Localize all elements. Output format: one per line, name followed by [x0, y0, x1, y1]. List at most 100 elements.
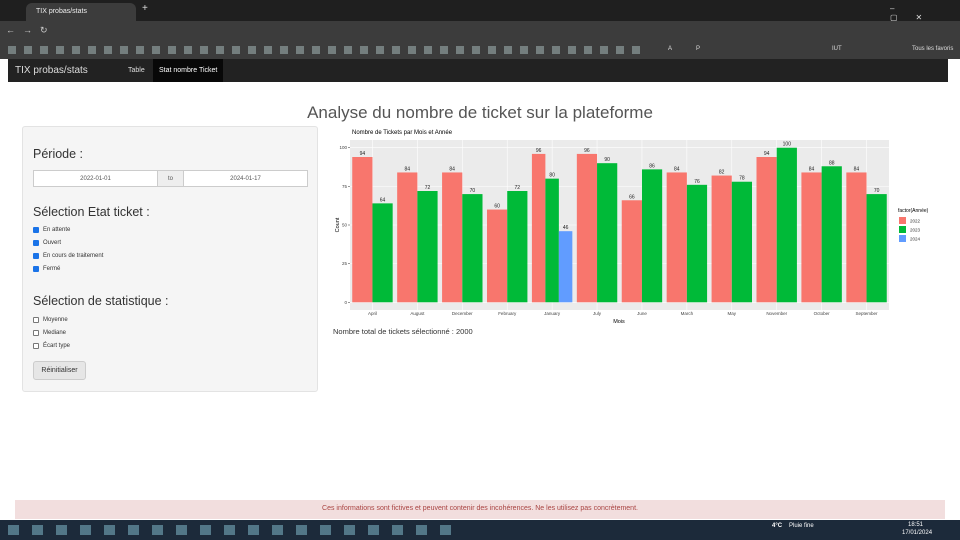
chart-title: Nombre de Tickets par Mois et Année	[352, 130, 453, 136]
label: Sélection de statistique :	[33, 294, 169, 308]
checkbox[interactable]: Mediane	[33, 330, 66, 336]
page-heading: Analyse du nombre de ticket sur la plate…	[307, 103, 653, 122]
x-tick-label: April	[368, 311, 377, 316]
checkbox-box[interactable]	[33, 240, 39, 246]
nav-tab[interactable]: Table	[128, 67, 145, 74]
total-text: Nombre total de tickets sélectionné : 20…	[333, 327, 473, 336]
chart: Nombre de Tickets par Mois et Année Mois…	[335, 130, 929, 325]
bar	[442, 172, 463, 303]
value-label: 84	[449, 166, 455, 172]
checkbox-box[interactable]	[33, 253, 39, 259]
value-label: 84	[674, 166, 680, 172]
value-label: 80	[549, 173, 555, 179]
value-label: 84	[809, 166, 815, 172]
checkbox[interactable]: Fermé	[33, 266, 60, 272]
value-label: 82	[719, 170, 725, 176]
nav-buttons[interactable]: ←→↻	[6, 25, 56, 35]
toolbar: ←→↻ bogaert-tom.shinyapps.io/my_app/	[0, 21, 960, 59]
bar	[545, 178, 559, 303]
value-label: 84	[854, 166, 860, 172]
value-label: 90	[604, 157, 610, 163]
bar	[597, 163, 618, 303]
bar	[641, 169, 663, 303]
taskbar: 4°C Pluie fine 18:51 17/01/2024	[0, 520, 960, 540]
y-tick-label: 0	[344, 300, 347, 305]
checkbox[interactable]: En cours de traitement	[33, 253, 103, 259]
checkbox-box[interactable]	[33, 343, 39, 349]
x-tick-label: May	[728, 311, 737, 316]
reset-button[interactable]: Réinitialiser	[33, 361, 86, 380]
checkbox[interactable]: Moyenne	[33, 317, 68, 323]
legend-title: factor(Année)	[898, 208, 929, 214]
tab-strip: TIX probas/stats + –▢✕	[0, 0, 960, 22]
bar	[711, 175, 732, 303]
checkbox[interactable]: Ouvert	[33, 240, 61, 246]
bar	[666, 172, 687, 303]
window-controls[interactable]: –▢✕	[890, 4, 941, 22]
x-tick-label: January	[544, 311, 561, 316]
bookmark-icons[interactable]	[8, 46, 648, 54]
checkbox-label: Fermé	[43, 266, 61, 272]
value-label: 86	[649, 163, 655, 169]
bar	[397, 172, 418, 303]
checkbox-label: En attente	[43, 227, 71, 233]
checkbox-label: Ouvert	[43, 240, 62, 246]
y-tick-label: 25	[342, 261, 348, 266]
date-input[interactable]: 2022-01-01	[33, 170, 158, 187]
bookmark[interactable]: IUT	[832, 46, 842, 52]
new-tab[interactable]: +	[142, 3, 148, 14]
bar	[621, 200, 642, 303]
x-tick-label: September	[856, 311, 879, 316]
value-label: 70	[874, 188, 880, 194]
legend-label: 2024	[910, 237, 921, 242]
brand[interactable]: TIX probas/stats	[15, 65, 88, 76]
value-label: 96	[584, 148, 590, 154]
value-label: 60	[494, 204, 500, 210]
checkbox-box[interactable]	[33, 330, 39, 336]
bar	[821, 166, 842, 303]
legend-label: 2022	[910, 219, 921, 224]
bar	[756, 157, 777, 303]
x-tick-label: December	[452, 311, 473, 316]
bookmark[interactable]: A	[668, 46, 673, 52]
bar	[372, 203, 393, 303]
date: 17/01/2024	[902, 530, 933, 536]
value-label: 72	[515, 185, 521, 191]
value-label: 84	[404, 166, 410, 172]
legend-label: 2023	[910, 228, 921, 233]
clock: 18:51	[908, 522, 924, 528]
checkbox[interactable]: En attente	[33, 227, 70, 233]
bar	[866, 194, 887, 303]
date-input[interactable]: 2024-01-17	[183, 170, 308, 187]
taskbar-apps[interactable]	[8, 525, 458, 535]
date-sep: to	[157, 170, 184, 187]
legend-key	[899, 217, 906, 224]
x-tick-label: February	[498, 311, 517, 316]
label: Sélection Etat ticket :	[33, 205, 150, 219]
browser-tab[interactable]: TIX probas/stats	[26, 3, 136, 21]
value-label: 64	[380, 197, 386, 203]
x-tick-label: October	[814, 311, 831, 316]
checkbox[interactable]: Écart type	[33, 343, 70, 349]
checkbox-box[interactable]	[33, 227, 39, 233]
value-label: 72	[425, 185, 431, 191]
bar	[558, 231, 573, 303]
checkbox-box[interactable]	[33, 317, 39, 323]
bar	[417, 191, 438, 303]
legend-key	[899, 235, 906, 242]
weather: Pluie fine	[789, 523, 814, 529]
y-axis-label: Count	[335, 217, 341, 232]
bar	[686, 184, 708, 303]
bookmark[interactable]: Tous les favoris	[912, 46, 954, 52]
bookmark[interactable]: P	[696, 46, 701, 52]
navbar: TIX probas/stats Table Stat nombre Ticke…	[8, 59, 948, 82]
x-tick-label: March	[681, 311, 694, 316]
bar	[462, 194, 483, 303]
value-label: 76	[694, 179, 700, 185]
bar	[576, 153, 598, 303]
value-label: 94	[764, 151, 770, 157]
checkbox-label: En cours de traitement	[43, 253, 104, 259]
checkbox-box[interactable]	[33, 266, 39, 272]
nav-tab-active[interactable]: Stat nombre Ticket	[153, 59, 224, 82]
